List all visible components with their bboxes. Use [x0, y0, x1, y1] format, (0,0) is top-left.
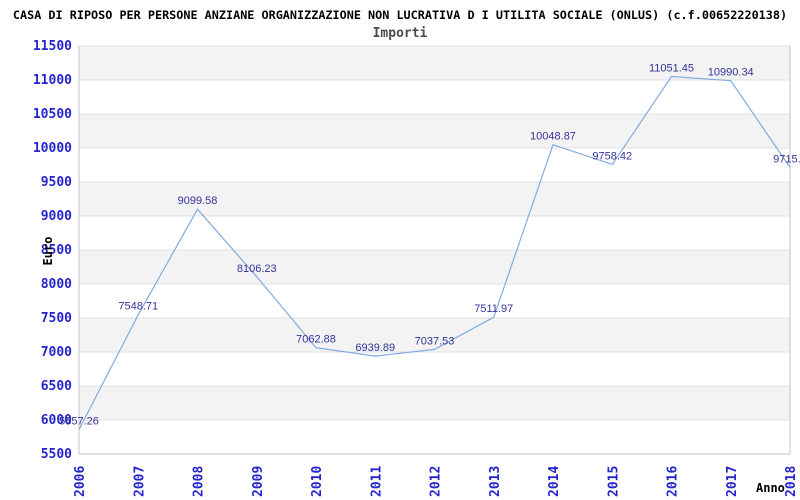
- data-point-label: 11051.45: [649, 63, 694, 75]
- grid-band: [79, 114, 790, 148]
- data-point-label: 8106.23: [237, 263, 277, 275]
- data-point-label: 9715.4: [773, 153, 800, 165]
- data-point-label: 10990.34: [708, 67, 754, 79]
- grid-band: [79, 46, 790, 80]
- y-tick-label: 7000: [41, 345, 72, 360]
- y-tick-label: 10000: [33, 141, 72, 156]
- y-tick-label: 6000: [41, 413, 72, 428]
- x-tick-label: 2011: [369, 466, 384, 497]
- x-tick-label: 2013: [488, 466, 503, 497]
- x-tick-label: 2017: [725, 466, 740, 497]
- x-tick-label: 2014: [547, 466, 562, 497]
- y-tick-label: 9000: [41, 209, 72, 224]
- x-tick-label: 2018: [784, 466, 799, 497]
- data-point-label: 7062.88: [296, 334, 336, 346]
- y-tick-label: 8500: [41, 243, 72, 258]
- y-axis-title: Euro: [41, 236, 55, 266]
- data-point-label: 9099.58: [178, 195, 218, 207]
- y-tick-label: 9500: [41, 175, 72, 190]
- grid-band: [79, 318, 790, 352]
- y-tick-label: 11500: [33, 39, 72, 54]
- x-tick-label: 2009: [251, 466, 266, 497]
- data-point-label: 6939.89: [355, 342, 395, 354]
- x-tick-label: 2006: [73, 466, 88, 497]
- grid-band: [79, 386, 790, 420]
- y-tick-label: 8000: [41, 277, 72, 292]
- y-tick-label: 11000: [33, 73, 72, 88]
- series-line: [78, 75, 791, 430]
- x-tick-label: 2010: [310, 466, 325, 497]
- grid-band: [79, 250, 790, 284]
- y-tick-label: 7500: [41, 311, 72, 326]
- data-point-label: 7511.97: [474, 303, 513, 315]
- x-tick-label: 2015: [606, 466, 621, 497]
- x-tick-label: 2008: [192, 466, 207, 497]
- x-tick-label: 2016: [666, 466, 681, 497]
- y-tick-label: 5500: [41, 447, 72, 462]
- chart-subtitle: Importi: [372, 26, 428, 41]
- y-tick-label: 10500: [33, 107, 72, 122]
- data-point-label: 10048.87: [530, 131, 576, 143]
- data-point-label: 9758.42: [592, 150, 632, 162]
- data-point-label: 7548.71: [118, 301, 158, 313]
- data-point-label: 7037.53: [415, 335, 455, 347]
- x-axis-title: Anno: [756, 481, 785, 495]
- y-tick-label: 6500: [41, 379, 72, 394]
- data-point-label: 5857.26: [59, 416, 99, 428]
- chart-title: CASA DI RIPOSO PER PERSONE ANZIANE ORGAN…: [12, 8, 788, 22]
- x-tick-label: 2007: [132, 466, 147, 497]
- x-tick-label: 2012: [429, 466, 444, 497]
